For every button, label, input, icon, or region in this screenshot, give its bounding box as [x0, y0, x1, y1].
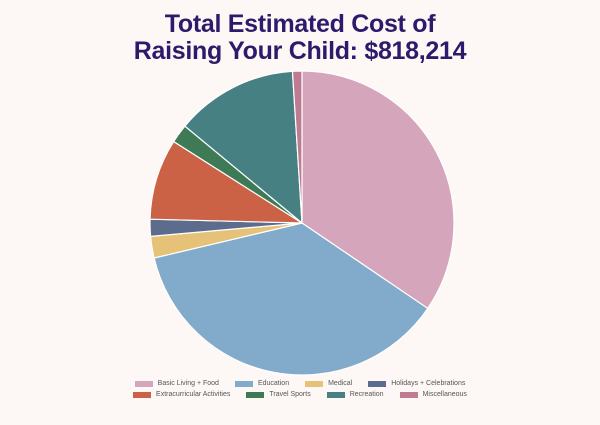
legend-swatch	[246, 391, 265, 398]
legend-label: Medical	[328, 380, 353, 387]
legend-swatch	[305, 380, 324, 387]
legend-label: Education	[257, 380, 290, 387]
chart-title: Total Estimated Cost of Raising Your Chi…	[0, 11, 600, 65]
legend-swatch	[134, 380, 153, 387]
legend-item-holidays: Holidays + Celebrations	[368, 380, 465, 387]
legend-item-education: Education	[234, 380, 290, 387]
pie-slice-recreation	[184, 70, 303, 225]
legend-item-extracurricular: Extracurricular Activities	[133, 391, 230, 398]
chart-legend: Basic Living + Food Education Medical Ho…	[0, 378, 600, 400]
pie-slice-miscellaneous	[291, 70, 303, 224]
legend-swatch	[368, 380, 387, 387]
legend-label: Recreation	[349, 391, 384, 398]
pie-slice-education	[153, 222, 429, 376]
chart-title-line-1: Total Estimated Cost of	[164, 10, 436, 38]
legend-label: Basic Living + Food	[157, 380, 219, 387]
legend-item-recreation: Recreation	[326, 391, 384, 398]
legend-item-basic-living: Basic Living + Food	[134, 380, 219, 387]
chart-title-line-2: Raising Your Child: $818,214	[133, 37, 467, 65]
legend-label: Extracurricular Activities	[156, 391, 231, 398]
legend-item-travel-sports: Travel Sports	[246, 391, 311, 398]
legend-swatch	[326, 391, 345, 398]
legend-row-1: Basic Living + Food Education Medical Ho…	[0, 378, 600, 389]
legend-row-2: Extracurricular Activities Travel Sports…	[0, 389, 600, 400]
legend-item-medical: Medical	[305, 380, 352, 387]
legend-item-miscellaneous: Miscellaneous	[399, 391, 467, 398]
legend-label: Travel Sports	[269, 391, 311, 398]
legend-swatch	[399, 391, 418, 398]
legend-label: Miscellaneous	[422, 391, 467, 398]
legend-swatch	[133, 391, 152, 398]
pie-slice-basic-living	[301, 70, 455, 310]
legend-swatch	[234, 380, 253, 387]
legend-label: Holidays + Celebrations	[391, 380, 466, 387]
